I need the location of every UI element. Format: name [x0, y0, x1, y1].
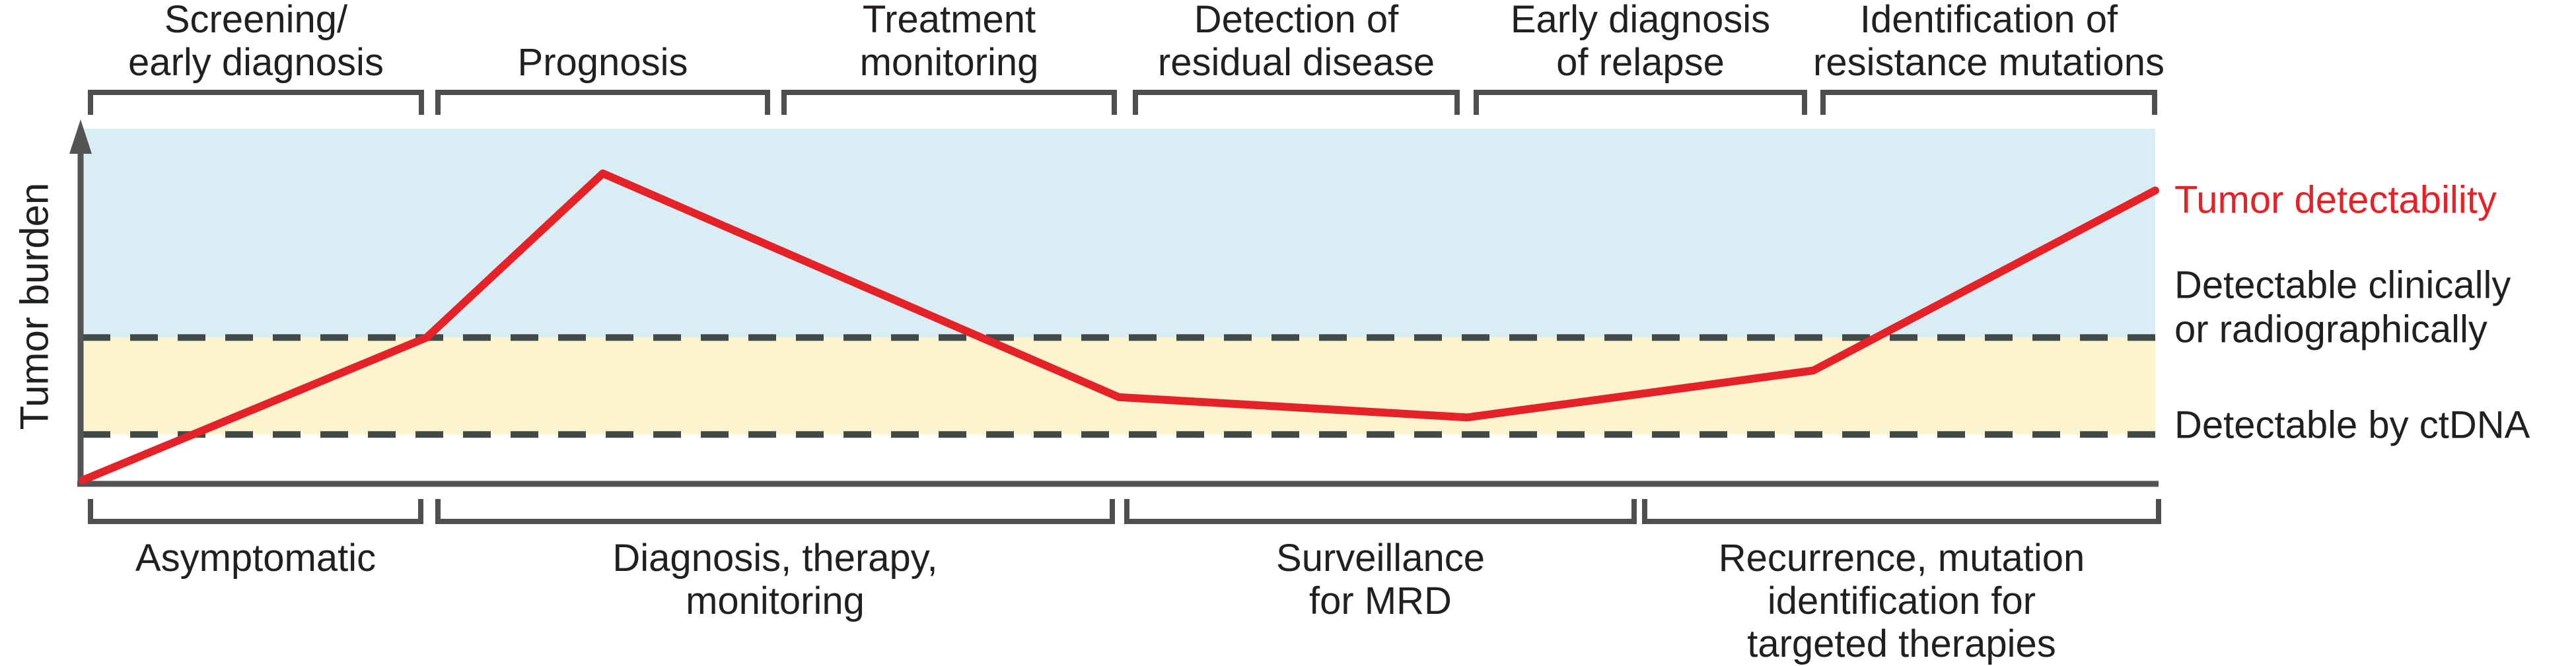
tumor-detectability-curve	[79, 169, 2159, 484]
bottom-phase-bracket-3	[1642, 499, 2161, 524]
top-phase-bracket-0	[88, 90, 424, 115]
top-phase-bracket-1	[435, 90, 770, 115]
top-phase-bracket-5	[1820, 90, 2157, 115]
bottom-phase-bracket-0	[88, 499, 423, 524]
detectable-by-ctdna-band	[83, 337, 2155, 435]
bottom-phase-bracket-2	[1124, 499, 1637, 524]
top-phase-bracket-2	[781, 90, 1117, 115]
top-phase-bracket-4	[1474, 90, 1807, 115]
top-phase-bracket-3	[1133, 90, 1460, 115]
bottom-phase-bracket-1	[435, 499, 1115, 524]
detectable-clinically-band	[83, 129, 2155, 338]
y-axis-arrow-icon	[69, 119, 92, 154]
